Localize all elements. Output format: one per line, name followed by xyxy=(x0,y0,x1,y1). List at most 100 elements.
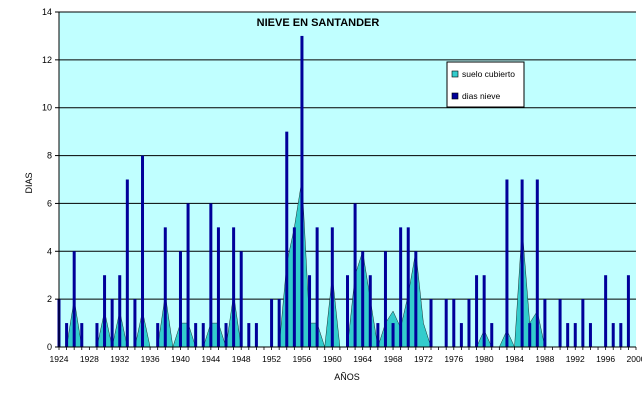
bar-dias-nieve xyxy=(475,275,479,347)
y-tick-label: 2 xyxy=(47,294,52,304)
bar-dias-nieve xyxy=(444,299,448,347)
bar-dias-nieve xyxy=(125,179,129,347)
bar-dias-nieve xyxy=(604,275,608,347)
bar-dias-nieve xyxy=(490,323,494,347)
x-tick-label: 1940 xyxy=(171,354,190,364)
bar-dias-nieve xyxy=(80,323,84,347)
bar-dias-nieve xyxy=(482,275,486,347)
x-tick-label: 1972 xyxy=(414,354,433,364)
bar-dias-nieve xyxy=(558,299,562,347)
bar-dias-nieve xyxy=(619,323,623,347)
bar-dias-nieve xyxy=(391,323,395,347)
bar-dias-nieve xyxy=(368,275,372,347)
legend-label-suelo-cubierto: suelo cubierto xyxy=(462,69,515,79)
legend-label-dias-nieve: dias nieve xyxy=(462,91,501,101)
x-tick-label: 1976 xyxy=(444,354,463,364)
bar-dias-nieve xyxy=(308,275,312,347)
x-tick-label: 1956 xyxy=(292,354,311,364)
bar-dias-nieve xyxy=(626,275,630,347)
bar-dias-nieve xyxy=(254,323,258,347)
legend-swatch-suelo-cubierto xyxy=(451,70,459,78)
bar-dias-nieve xyxy=(103,275,107,347)
bar-dias-nieve xyxy=(528,323,532,347)
bar-dias-nieve xyxy=(292,227,296,347)
bar-dias-nieve xyxy=(353,203,357,347)
bar-dias-nieve xyxy=(163,227,167,347)
bar-dias-nieve xyxy=(178,251,182,347)
legend-box xyxy=(446,61,525,108)
bar-dias-nieve xyxy=(535,179,539,347)
bar-dias-nieve xyxy=(300,35,304,348)
bar-dias-nieve xyxy=(118,275,122,347)
y-tick-label: 12 xyxy=(42,55,52,65)
bar-dias-nieve xyxy=(399,227,403,347)
bar-dias-nieve xyxy=(566,323,570,347)
bar-dias-nieve xyxy=(611,323,615,347)
bar-dias-nieve xyxy=(414,251,418,347)
bar-dias-nieve xyxy=(573,323,577,347)
bar-dias-nieve xyxy=(65,323,69,347)
x-tick-label: 1928 xyxy=(80,354,99,364)
bar-dias-nieve xyxy=(133,299,137,347)
x-tick-label: 1984 xyxy=(505,354,524,364)
bar-dias-nieve xyxy=(588,323,592,347)
x-tick-label: 1988 xyxy=(535,354,554,364)
bar-dias-nieve xyxy=(581,299,585,347)
legend-swatch-dias-nieve xyxy=(451,92,459,100)
chart-title: NIEVE EN SANTANDER xyxy=(257,17,380,29)
bar-dias-nieve xyxy=(224,323,228,347)
bar-dias-nieve xyxy=(95,323,99,347)
bar-dias-nieve xyxy=(520,179,524,347)
x-tick-label: 1968 xyxy=(384,354,403,364)
x-tick-label: 1948 xyxy=(232,354,251,364)
bar-dias-nieve xyxy=(315,227,319,347)
gridlines xyxy=(59,11,636,300)
y-tick-label: 10 xyxy=(42,103,52,113)
bar-dias-nieve xyxy=(285,131,289,347)
bar-dias-nieve xyxy=(467,299,471,347)
bar-dias-nieve xyxy=(452,299,456,347)
bar-dias-nieve xyxy=(505,179,509,347)
y-tick-label: 6 xyxy=(47,198,52,208)
bar-dias-nieve xyxy=(209,203,213,347)
x-tick-label: 1960 xyxy=(323,354,342,364)
bar-dias-nieve xyxy=(232,227,236,347)
y-tick-label: 0 xyxy=(47,342,52,352)
bar-dias-nieve xyxy=(346,275,349,347)
x-tick-label: 1964 xyxy=(353,354,372,364)
x-tick-label: 1944 xyxy=(201,354,220,364)
bar-dias-nieve xyxy=(239,251,243,347)
bar-dias-nieve xyxy=(459,323,463,347)
x-tick-label: 1996 xyxy=(596,354,615,364)
bar-dias-nieve xyxy=(429,299,433,347)
y-tick-label: 14 xyxy=(42,7,52,17)
y-tick-label: 4 xyxy=(47,246,52,256)
bar-dias-nieve xyxy=(141,155,145,347)
x-tick-label: 2000 xyxy=(627,354,642,364)
bar-dias-nieve xyxy=(194,323,198,347)
x-tick-label: 1952 xyxy=(262,354,281,364)
x-tick-label: 1932 xyxy=(110,354,129,364)
bar-dias-nieve xyxy=(361,251,365,347)
x-tick-label: 1980 xyxy=(475,354,494,364)
bar-dias-nieve xyxy=(216,227,220,347)
legend: suelo cubierto dias nieve xyxy=(446,61,525,108)
bar-dias-nieve xyxy=(156,323,160,347)
y-axis-label: DIAS xyxy=(24,172,34,193)
bar-dias-nieve xyxy=(406,227,410,347)
bar-dias-nieve xyxy=(277,299,281,347)
x-tick-label: 1992 xyxy=(566,354,585,364)
bar-dias-nieve xyxy=(247,323,251,347)
x-axis-label: AÑOS xyxy=(334,372,360,382)
bar-dias-nieve xyxy=(543,299,547,347)
bar-dias-nieve xyxy=(201,323,205,347)
bar-dias-nieve xyxy=(383,251,387,347)
bar-dias-nieve xyxy=(72,251,76,347)
x-tick-label: 1936 xyxy=(141,354,160,364)
bar-dias-nieve xyxy=(330,227,334,347)
bar-dias-nieve xyxy=(270,299,274,347)
axes: 0 2 4 6 8 10 12 14 1924 1928 1932 1936 1940 1944 1948 1… xyxy=(42,7,642,364)
bar-dias-nieve xyxy=(186,203,190,347)
